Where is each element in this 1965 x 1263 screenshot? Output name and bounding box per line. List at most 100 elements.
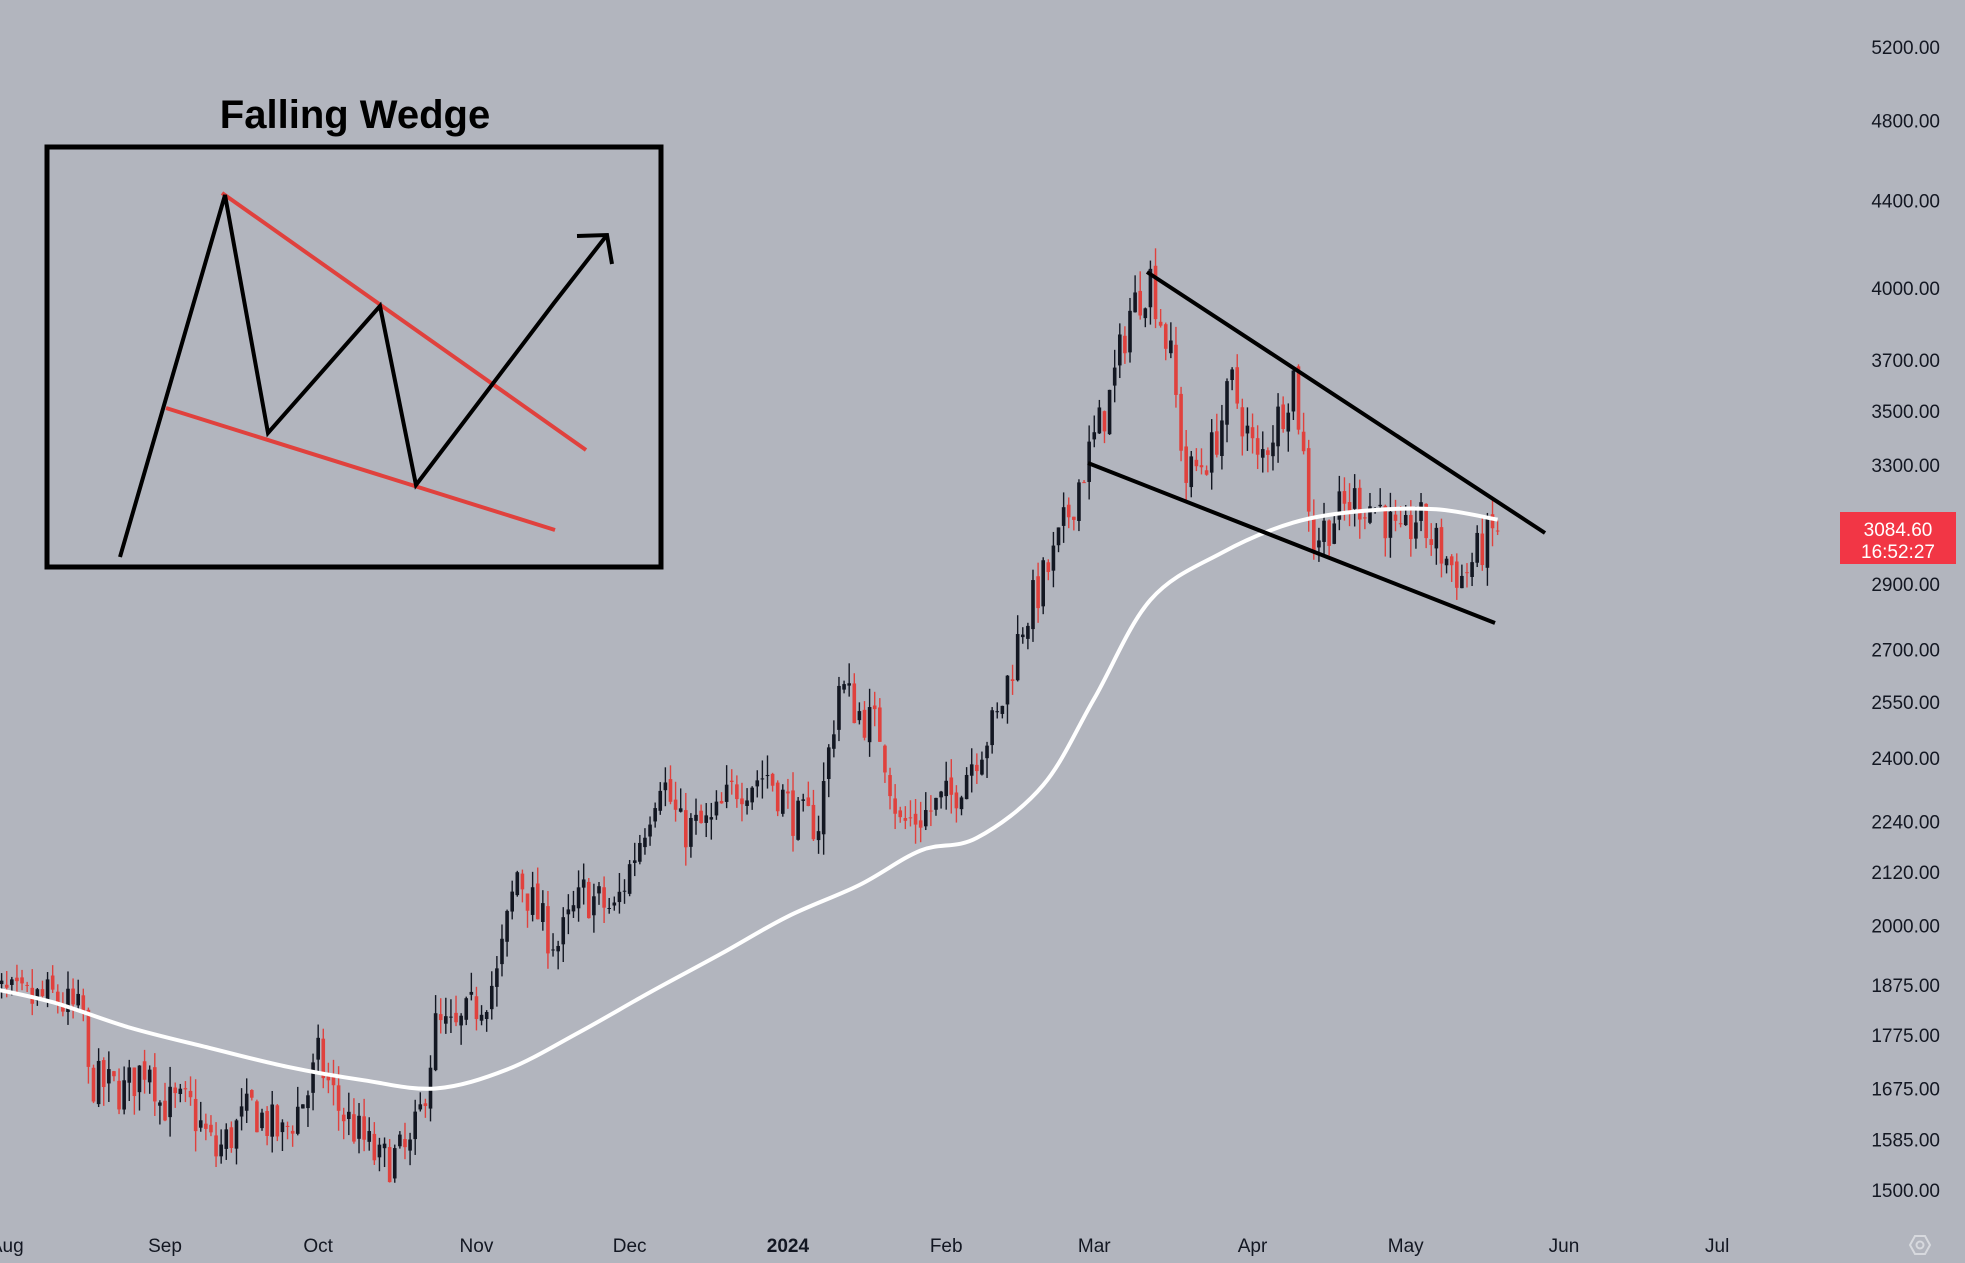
candle-body (1020, 634, 1025, 638)
candle (1357, 479, 1362, 539)
y-tick-label: 5200.00 (1871, 38, 1940, 59)
candle (1266, 447, 1270, 473)
y-tick-label: 2400.00 (1871, 749, 1940, 770)
candle-body (418, 1104, 423, 1110)
candle-body (1317, 540, 1321, 548)
candle (219, 1129, 223, 1164)
candle-body (1128, 310, 1132, 353)
candle-body (729, 780, 734, 782)
candle-body (275, 1105, 280, 1137)
candle-body (1230, 369, 1234, 381)
candle-body (673, 799, 678, 810)
candle-body (178, 1088, 183, 1095)
candle-body (1327, 520, 1331, 546)
candle-body (617, 891, 622, 903)
candle (786, 778, 790, 809)
candle-body (352, 1114, 356, 1142)
inset-price-path (118, 194, 609, 558)
candle (500, 924, 504, 977)
candle-body (1051, 545, 1056, 571)
candle-body (1465, 572, 1469, 574)
candle (801, 793, 806, 812)
x-tick-label: May (1388, 1236, 1424, 1257)
chart-settings-icon[interactable] (1908, 1235, 1932, 1255)
candle-body (923, 810, 928, 827)
candle (1454, 553, 1459, 600)
x-tick-label: Jul (1705, 1236, 1729, 1257)
candle (244, 1078, 249, 1123)
candle-body (76, 993, 81, 1006)
candle-body (929, 810, 933, 812)
candle (964, 767, 969, 800)
falling-wedge-inset: Falling Wedge (44, 93, 664, 570)
candle-body (893, 798, 897, 814)
candle (1194, 448, 1199, 472)
candle-body (1312, 515, 1316, 552)
candle-body (1250, 427, 1255, 439)
candle (806, 781, 811, 807)
candle-body (1296, 366, 1301, 430)
last-price-box (1840, 512, 1956, 564)
candle-body (1495, 530, 1500, 532)
candle-body (995, 711, 1000, 713)
candle (1077, 479, 1081, 532)
last-price-badge: 3084.60 16:52:27 (1840, 512, 1956, 564)
x-tick-label: Sep (148, 1236, 182, 1257)
candle-body (234, 1120, 239, 1149)
candle-body (862, 709, 867, 738)
candle-body (908, 817, 913, 819)
candle-body (1485, 518, 1490, 568)
x-tick-label: Dec (613, 1236, 647, 1257)
candle-body (658, 790, 663, 811)
candle (760, 760, 765, 799)
candle (969, 748, 974, 793)
candle (91, 1064, 96, 1104)
candle (1296, 364, 1301, 435)
candle-body (781, 789, 785, 814)
candle (101, 1057, 106, 1106)
candle-body (244, 1093, 249, 1111)
candle-body (1454, 561, 1459, 588)
candle-body (438, 1014, 443, 1021)
candle-body (1260, 449, 1265, 458)
candle-body (163, 1100, 167, 1121)
candle (632, 842, 637, 877)
candle (1419, 492, 1423, 532)
candle (581, 863, 586, 905)
candle-body (1347, 502, 1352, 512)
candle (1015, 615, 1020, 682)
candle (607, 897, 612, 914)
candle (862, 701, 867, 741)
candle-body (551, 949, 555, 951)
candle-body (117, 1080, 121, 1110)
candle (234, 1118, 239, 1165)
candle-body (801, 799, 806, 801)
candle-body (1209, 432, 1214, 473)
candle-body (980, 759, 984, 775)
candle-body (122, 1080, 126, 1110)
candle-body (387, 1147, 392, 1183)
candle (678, 788, 683, 813)
candle (1378, 488, 1382, 511)
candle (1255, 425, 1260, 470)
candle-body (260, 1112, 264, 1129)
candle-body (1383, 505, 1388, 539)
candle (86, 1007, 91, 1084)
candle (1281, 396, 1285, 433)
candle (290, 1125, 295, 1147)
time-axis: Aug Sep Oct Nov Dec 2024 Feb Mar Apr May Jun Jul (0, 1236, 1729, 1257)
candle-body (331, 1076, 336, 1086)
candle-body (566, 909, 571, 915)
candle-body (786, 791, 790, 794)
candle (893, 784, 897, 830)
candle (1414, 506, 1418, 549)
candle-body (147, 1069, 152, 1083)
candle-body (1235, 367, 1240, 404)
candle (735, 775, 739, 808)
candle-body (888, 775, 892, 797)
candle (209, 1115, 213, 1137)
candle-body (306, 1095, 310, 1109)
candle (433, 995, 438, 1072)
y-tick-label: 1775.00 (1871, 1026, 1940, 1047)
candle (1291, 369, 1296, 420)
